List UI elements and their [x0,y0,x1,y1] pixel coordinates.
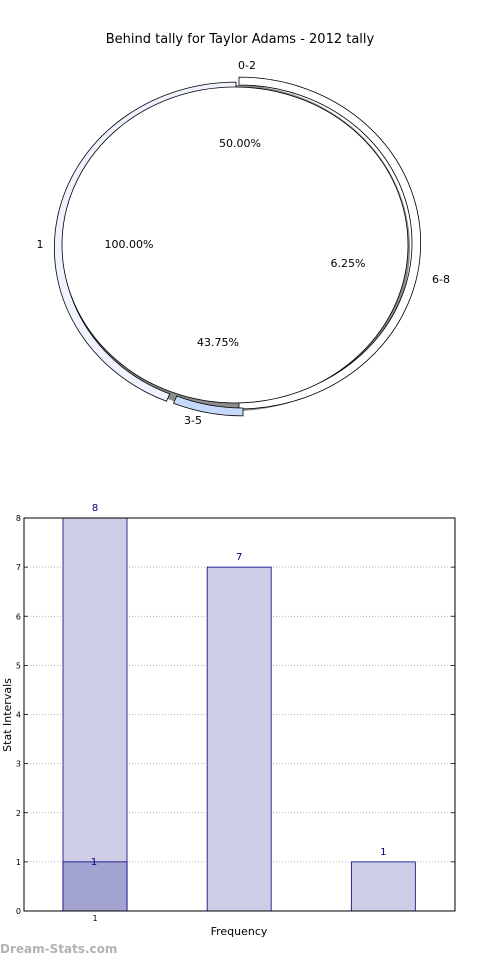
pie-label-1: 1 [37,238,44,251]
pie-slices [53,76,421,417]
y-tick-label: 5 [16,661,21,670]
y-tick-label: 2 [16,809,21,818]
plot-frame [23,517,456,912]
pie-labels: 0-2 50.00% 6-8 6.25% 3-5 43.75% 1 100.00% [37,59,450,427]
y-tick-label: 6 [16,612,21,621]
y-tick-label: 1 [16,858,21,867]
bar-value-labels: 8 7 1 1 [91,503,387,868]
y-axis-label: Stat Intervals [1,678,14,752]
pie-label-3-5: 3-5 [184,414,202,427]
pie-pct-3-5: 43.75% [197,336,239,349]
bar-rects [62,517,416,912]
y-tick-label: 7 [16,563,21,572]
watermark: Dream-Stats.com [0,942,118,956]
x-tick-labels: 1 [92,914,97,923]
bar-value-label-3: 1 [380,847,386,858]
pie-chart: Behind tally for Taylor Adams - 2012 tal… [37,32,450,427]
y-tick-labels: 0 1 2 3 4 5 6 7 8 [16,514,21,916]
pie-pct-1: 100.00% [105,238,154,251]
y-tick-label: 3 [16,760,21,769]
bar-2 [206,566,272,912]
bar-value-label-2: 7 [236,552,242,563]
pie-pct-0-2: 50.00% [219,137,261,150]
pie-inner-slice-1 [61,86,409,404]
pie-outer-slice-6-8 [172,395,244,417]
pie-pct-6-8: 6.25% [331,257,366,270]
y-tick-label: 0 [16,907,21,916]
bar-value-label-1: 8 [92,503,98,514]
bar-1 [62,517,128,912]
overlay-bar-1 [62,861,128,912]
overlay-bar-value-label: 1 [91,857,97,868]
y-tick-label: 8 [16,514,21,523]
y-tick-label: 4 [16,711,21,720]
x-tick-label: 1 [92,914,97,923]
pie-outer-slice-0-2 [238,76,421,410]
bar-3 [350,861,416,912]
pie-chart-title: Behind tally for Taylor Adams - 2012 tal… [106,32,375,47]
pie-label-6-8: 6-8 [432,273,450,286]
pie-label-0-2: 0-2 [238,59,256,72]
x-axis-label: Frequency [211,925,268,938]
bar-chart: 0 1 2 3 4 5 6 7 8 1 8 7 1 1 Frequency Stat Interval… [1,503,456,938]
